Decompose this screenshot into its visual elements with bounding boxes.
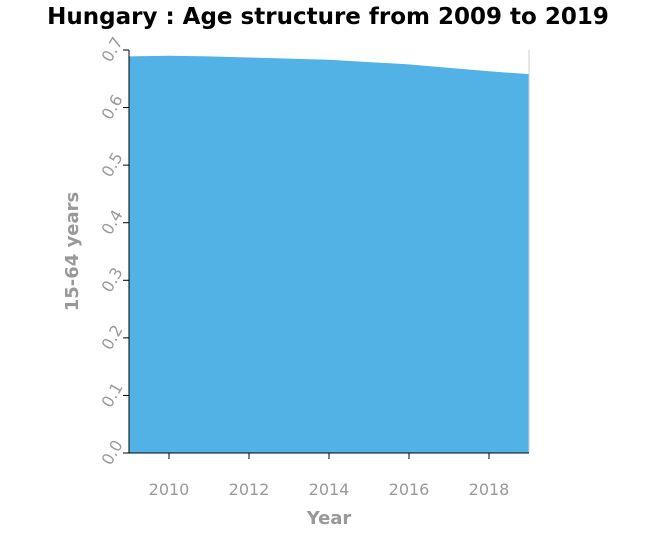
y-tick-label: 0.7 <box>98 34 127 66</box>
x-tick-label: 2010 <box>149 480 190 499</box>
y-tick-label: 0.2 <box>98 322 127 354</box>
y-tick-label: 0.4 <box>98 206 127 238</box>
area-series-0 <box>129 55 529 453</box>
y-axis-title: 15-64 years <box>62 192 83 312</box>
x-tick-label: 2014 <box>309 480 350 499</box>
chart-title: Hungary : Age structure from 2009 to 201… <box>47 4 609 30</box>
x-axis: 2010 2012 2014 2016 2018 <box>129 452 529 499</box>
y-tick-label: 0.6 <box>98 91 127 123</box>
x-tick-label: 2016 <box>389 480 430 499</box>
y-tick-label: 0.3 <box>98 264 127 296</box>
plot-area <box>129 50 530 453</box>
x-tick-label: 2018 <box>469 480 510 499</box>
x-axis-title: Year <box>306 508 352 529</box>
x-tick-label: 2012 <box>229 480 270 499</box>
y-tick-label: 0.0 <box>98 437 127 469</box>
y-axis: 0.0 0.1 0.2 0.3 0.4 0.5 0.6 0.7 <box>98 34 130 469</box>
y-tick-label: 0.1 <box>98 379 127 411</box>
y-tick-label: 0.5 <box>98 149 127 181</box>
